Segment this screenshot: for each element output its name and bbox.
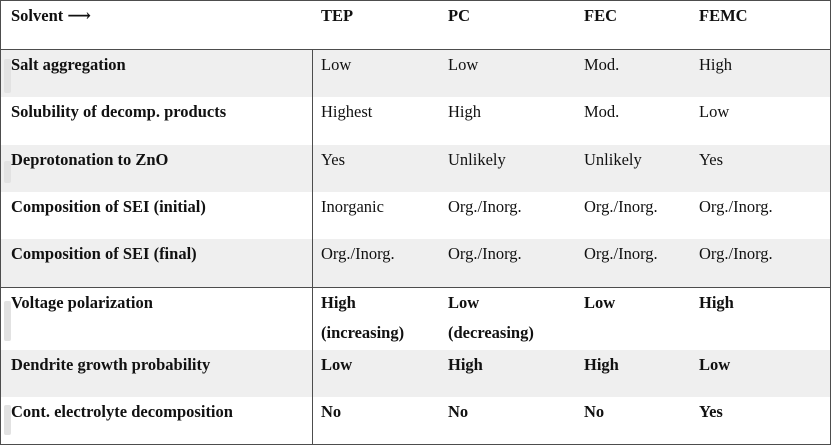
header-fec: FEC: [584, 6, 617, 25]
row-value: Mod.: [584, 55, 620, 74]
table-row: Dendrite growth probability Low High Hig…: [1, 350, 830, 397]
row-value: Low: [699, 355, 731, 374]
row-label: Salt aggregation: [11, 55, 126, 74]
row-label: Cont. electrolyte decomposition: [11, 402, 233, 421]
row-value: Low: [448, 55, 479, 74]
row-value: High: [448, 355, 483, 374]
row-value: No: [321, 402, 342, 421]
row-value: High: [584, 355, 619, 374]
row-label: Dendrite growth probability: [11, 355, 211, 374]
row-value: Org./Inorg.: [321, 244, 395, 263]
table-row: Composition of SEI (initial) Inorganic O…: [1, 192, 830, 239]
column-divider: [312, 50, 313, 444]
row-value: No: [448, 402, 469, 421]
row-value-sub: (increasing): [321, 323, 405, 342]
row-value: Low (decreasing): [448, 288, 582, 350]
row-value: No: [584, 402, 605, 421]
header-femc: FEMC: [699, 6, 748, 25]
row-label: Voltage polarization: [11, 293, 153, 312]
row-value: Org./Inorg.: [448, 244, 522, 263]
row-value: Yes: [321, 150, 346, 169]
row-value: Org./Inorg.: [699, 197, 773, 216]
row-value-main: High: [321, 293, 356, 312]
section-divider: [1, 287, 830, 288]
watermark-mark: [4, 59, 11, 93]
header-solvent: Solvent ⟶: [11, 6, 92, 25]
row-value-main: Low: [448, 293, 480, 312]
watermark-mark: [4, 161, 11, 183]
table-row: Salt aggregation Low Low Mod. High: [1, 50, 830, 97]
row-value: Low: [699, 102, 730, 121]
row-value: Org./Inorg.: [584, 244, 658, 263]
row-value: High (increasing): [321, 288, 446, 350]
watermark-mark: [4, 405, 11, 435]
row-value: Yes: [699, 150, 724, 169]
row-label: Composition of SEI (final): [11, 244, 197, 263]
table-row: Composition of SEI (final) Org./Inorg. O…: [1, 239, 830, 287]
row-value: Yes: [699, 402, 723, 421]
row-value: Highest: [321, 102, 373, 121]
header-divider: [1, 49, 830, 50]
row-value: Org./Inorg.: [448, 197, 522, 216]
row-value-sub: (decreasing): [448, 323, 534, 342]
watermark-mark: [4, 301, 11, 341]
header-row: Solvent ⟶ TEP PC FEC FEMC: [1, 1, 830, 50]
row-value: High: [699, 293, 734, 312]
table-row: Cont. electrolyte decomposition No No No…: [1, 397, 830, 444]
row-value: Org./Inorg.: [584, 197, 658, 216]
row-value: Low: [321, 355, 353, 374]
row-value: Mod.: [584, 102, 620, 121]
table-row: Deprotonation to ZnO Yes Unlikely Unlike…: [1, 145, 830, 192]
table-row: Solubility of decomp. products Highest H…: [1, 97, 830, 145]
header-tep: TEP: [321, 6, 354, 25]
row-value: Unlikely: [448, 150, 506, 169]
row-value: Low: [584, 293, 616, 312]
header-pc: PC: [448, 6, 470, 25]
row-value: Low: [321, 55, 352, 74]
row-label: Deprotonation to ZnO: [11, 150, 169, 169]
row-value: Org./Inorg.: [699, 244, 773, 263]
row-label: Composition of SEI (initial): [11, 197, 206, 216]
table-row: Voltage polarization High (increasing) L…: [1, 288, 830, 350]
row-value: High: [448, 102, 481, 121]
row-value: Inorganic: [321, 197, 384, 216]
row-label: Solubility of decomp. products: [11, 102, 227, 121]
row-value: Unlikely: [584, 150, 642, 169]
row-value: High: [699, 55, 732, 74]
